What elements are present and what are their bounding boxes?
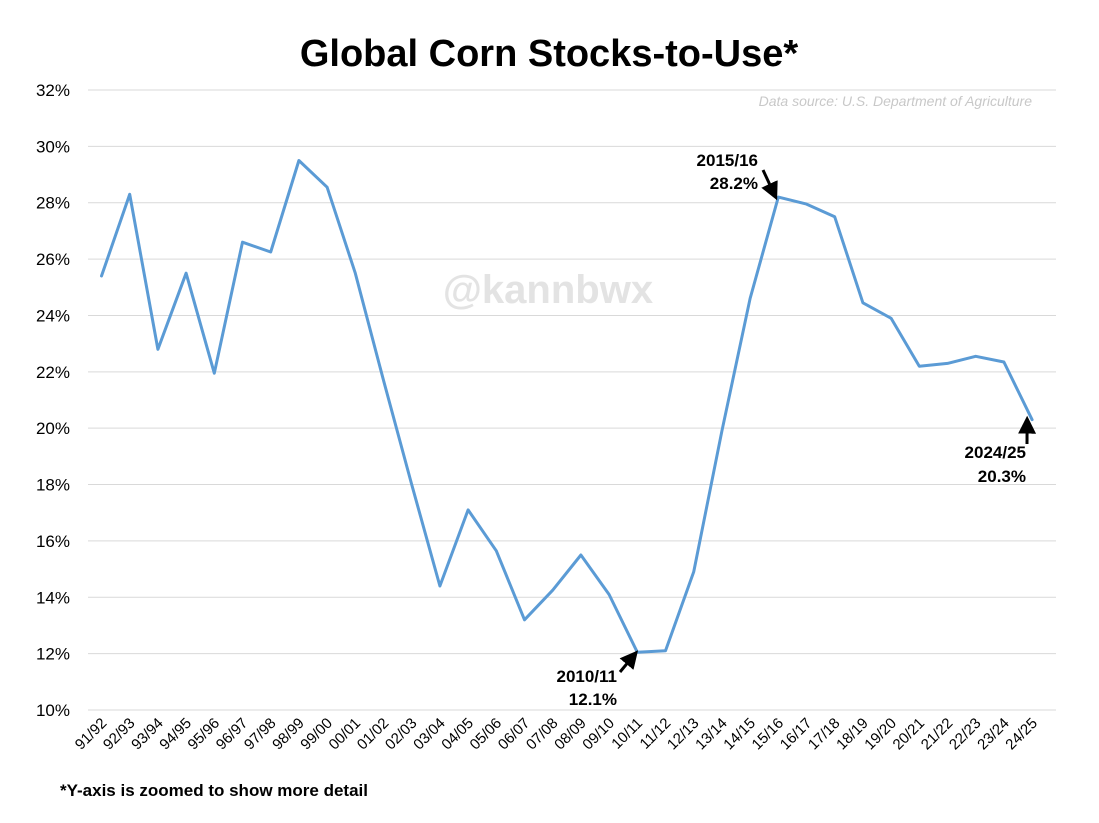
y-tick-label: 32%: [36, 81, 70, 100]
x-tick-label: 93/94: [128, 715, 167, 754]
x-tick-label: 17/18: [805, 715, 844, 754]
y-tick-label: 12%: [36, 645, 70, 664]
y-tick-label: 26%: [36, 250, 70, 269]
x-tick-label: 16/17: [777, 715, 816, 754]
y-tick-label: 24%: [36, 306, 70, 325]
x-tick-label: 14/15: [720, 715, 759, 754]
chart-title: Global Corn Stocks-to-Use*: [300, 33, 798, 75]
x-tick-label: 22/23: [946, 715, 985, 754]
annotation-label: 2015/16: [697, 151, 758, 170]
y-tick-label: 20%: [36, 419, 70, 438]
y-tick-label: 16%: [36, 532, 70, 551]
series-layer: [100, 159, 1034, 654]
x-tick-label: 06/07: [495, 715, 534, 754]
x-tick-label: 94/95: [156, 715, 195, 754]
x-tick-label: 19/20: [861, 715, 900, 754]
x-tick-label: 15/16: [749, 715, 788, 754]
annotation-24-25: 2024/25 20.3%: [965, 415, 1037, 486]
x-tick-label: 12/13: [664, 715, 703, 754]
annotation-label: 2024/25: [965, 443, 1026, 462]
x-tick-label: 18/19: [833, 715, 872, 754]
annotation-value: 12.1%: [569, 690, 617, 709]
x-tick-label: 98/99: [269, 715, 308, 754]
footnote: *Y-axis is zoomed to show more detail: [60, 781, 368, 800]
x-tick-label: 05/06: [467, 715, 506, 754]
x-tick-label: 96/97: [213, 715, 252, 754]
series-line: [100, 159, 1034, 654]
y-tick-label: 10%: [36, 701, 70, 720]
annotation-value: 28.2%: [710, 174, 758, 193]
y-tick-label: 14%: [36, 588, 70, 607]
x-tick-label: 95/96: [185, 715, 224, 754]
x-tick-label: 23/24: [974, 715, 1013, 754]
data-source-note: Data source: U.S. Department of Agricult…: [759, 93, 1033, 109]
x-tick-label: 00/01: [326, 715, 365, 754]
y-axis-ticks: 10% 12% 14% 16% 18% 20% 22% 24% 26% 28% 30% 32%: [36, 81, 70, 720]
x-tick-label: 01/02: [354, 715, 393, 754]
y-tick-label: 30%: [36, 137, 70, 156]
x-tick-label: 21/22: [918, 715, 957, 754]
y-tick-label: 18%: [36, 476, 70, 495]
x-tick-label: 07/08: [523, 715, 562, 754]
x-tick-label: 92/93: [100, 715, 139, 754]
x-tick-label: 02/03: [382, 715, 421, 754]
annotation-value: 20.3%: [978, 467, 1026, 486]
x-tick-label: 04/05: [438, 715, 477, 754]
x-tick-label: 24/25: [1002, 715, 1041, 754]
x-tick-label: 91/92: [72, 715, 111, 754]
x-axis-ticks: 91/9292/9393/9494/9595/9696/9797/9898/99…: [72, 715, 1041, 754]
x-tick-label: 97/98: [241, 715, 280, 754]
annotation-15-16: 2015/16 28.2%: [697, 151, 778, 201]
gridlines: [88, 89, 1056, 711]
annotation-arrow: [761, 169, 778, 201]
y-tick-label: 22%: [36, 363, 70, 382]
x-tick-label: 03/04: [410, 715, 449, 754]
watermark: @kannbwx: [443, 268, 653, 312]
y-tick-label: 28%: [36, 194, 70, 213]
annotation-arrow: [618, 650, 639, 673]
x-tick-label: 09/10: [579, 715, 618, 754]
x-tick-label: 99/00: [297, 715, 336, 754]
x-tick-label: 20/21: [890, 715, 929, 754]
x-tick-label: 13/14: [692, 715, 731, 754]
x-tick-label: 10/11: [608, 715, 646, 753]
annotation-10-11: 2010/11 12.1%: [556, 650, 639, 709]
annotation-label: 2010/11: [556, 667, 617, 686]
x-tick-label: 08/09: [551, 715, 590, 754]
annotations: 2015/16 28.2% 2010/11 12.1% 2024/25 20.3%: [556, 151, 1037, 709]
